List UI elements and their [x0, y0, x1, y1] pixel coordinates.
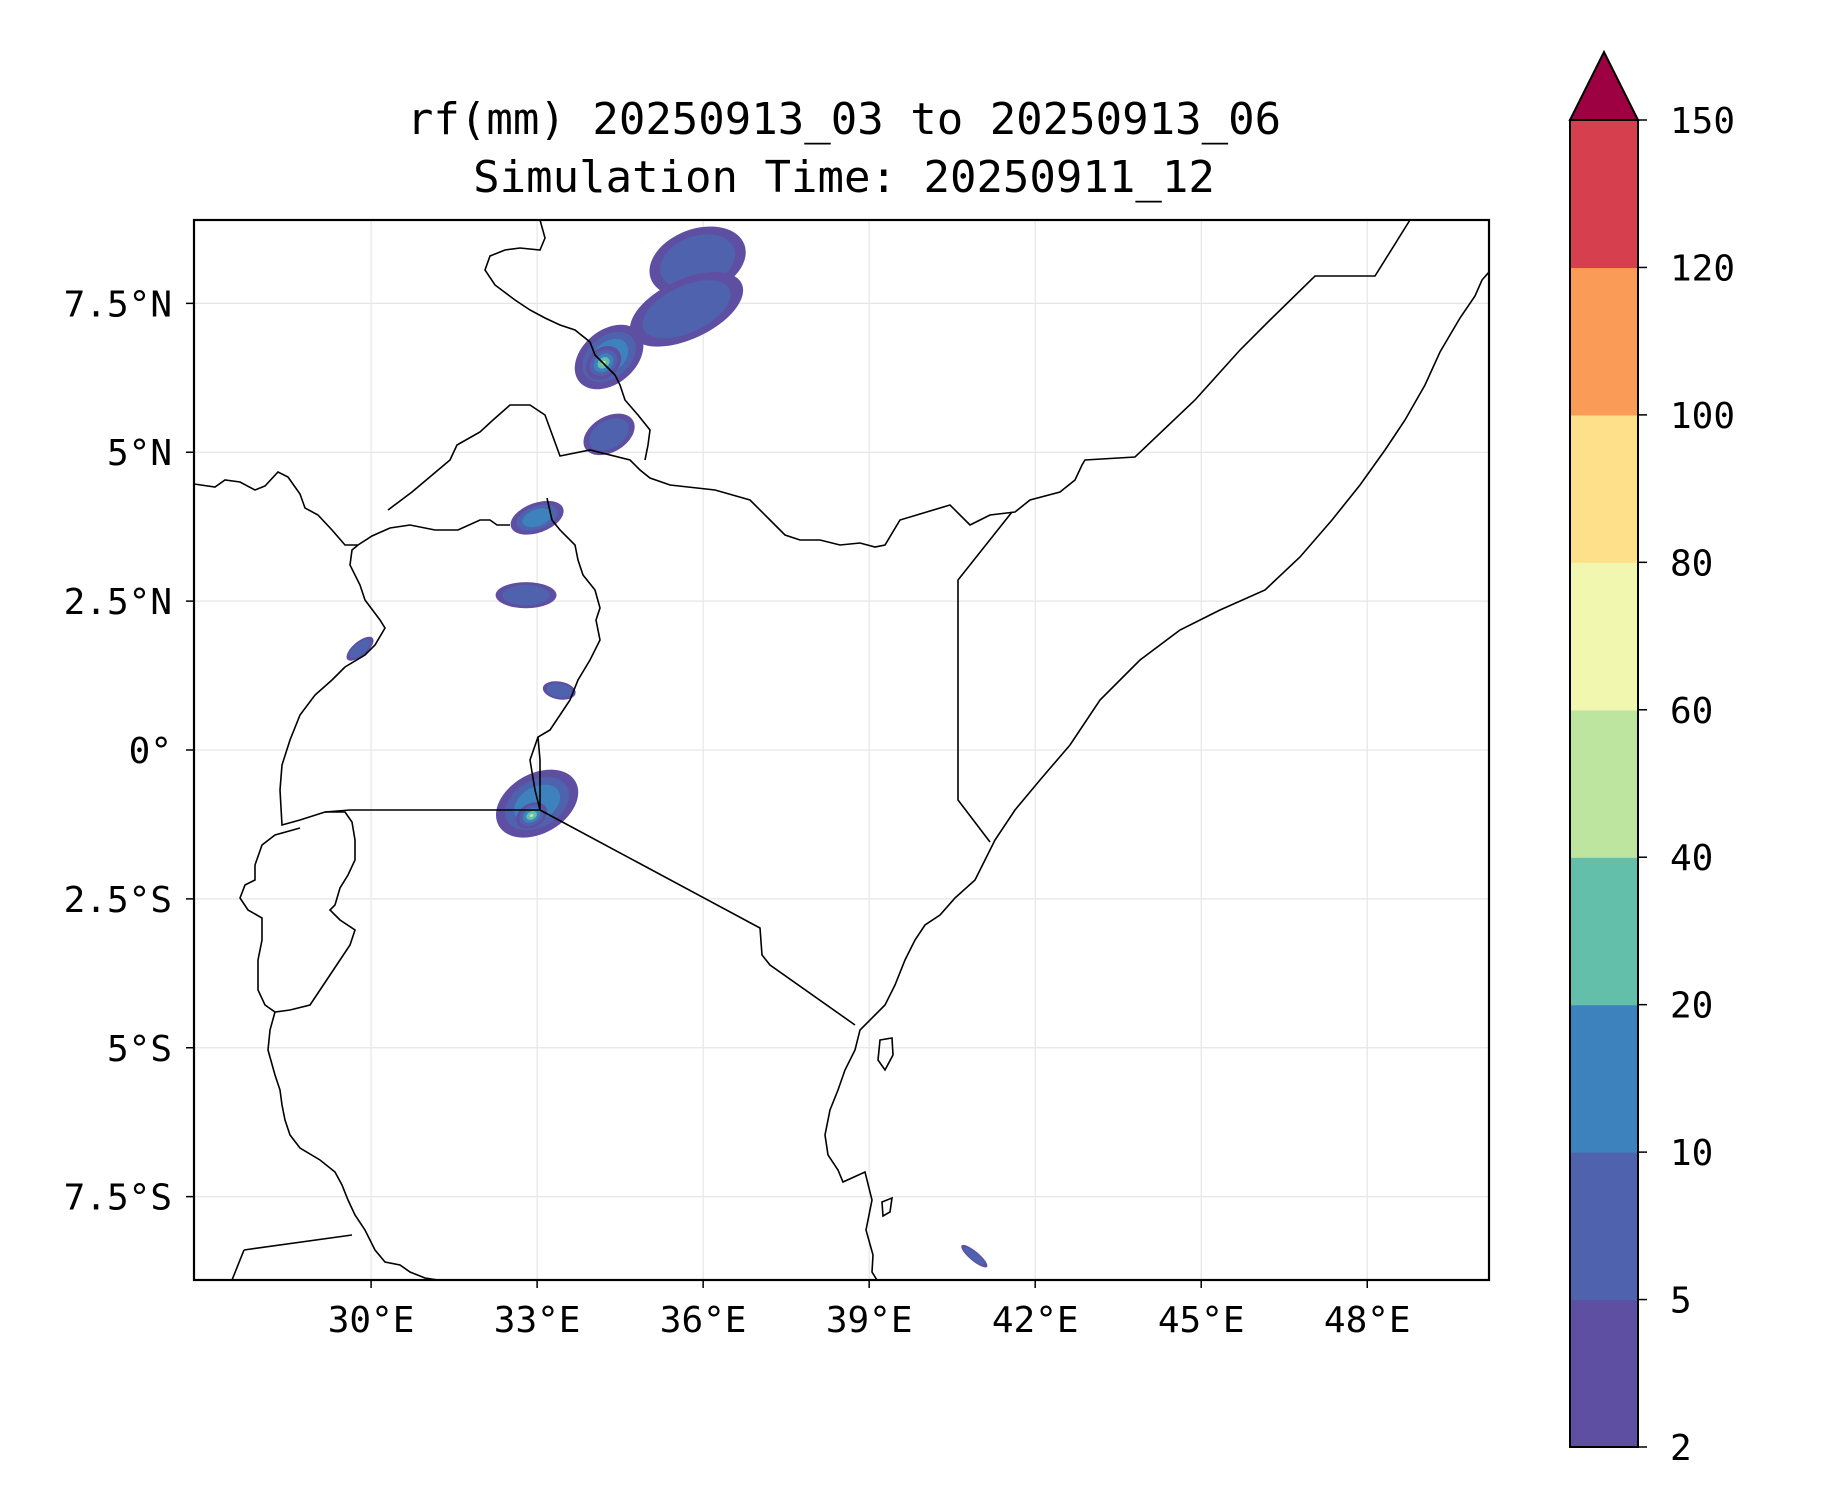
rain-cell [589, 418, 630, 451]
map-title-line1: rf(mm) 20250913_03 to 20250913_06 [406, 94, 1282, 145]
border-uganda [279, 497, 601, 827]
coastline [824, 271, 1489, 1280]
colorbar-tick-label: 100 [1670, 396, 1735, 437]
lat-tick-label: 2.5°S [64, 880, 172, 921]
island-zanzibar [877, 1037, 894, 1072]
border-zambia [243, 1234, 353, 1251]
lon-tick-label: 39°E [826, 1300, 913, 1341]
colorbar-tick-label: 20 [1670, 986, 1713, 1027]
colorbar-tick-label: 150 [1670, 101, 1735, 142]
border-kenya-tanzania [539, 809, 856, 1026]
colorbar-extend-arrow [1568, 49, 1640, 121]
colorbar-tick-label: 120 [1670, 248, 1735, 289]
border-tanzania-west [267, 1011, 439, 1280]
colorbar-segment [1570, 1004, 1638, 1153]
lat-tick-label: 5°S [107, 1029, 172, 1070]
colorbar-tick-label: 60 [1670, 691, 1713, 732]
colorbar-segment [1570, 1299, 1638, 1448]
border-malawi [231, 1249, 245, 1280]
colorbar-tick-label: 5 [1670, 1281, 1692, 1322]
border-southsudan [194, 471, 510, 546]
lon-tick-label: 33°E [494, 1300, 581, 1341]
lat-tick-label: 7.5°N [64, 284, 172, 325]
lon-tick-label: 42°E [992, 1300, 1079, 1341]
colorbar-segment [1570, 120, 1638, 269]
lon-tick-label: 36°E [660, 1300, 747, 1341]
colorbar-frame [1569, 119, 1639, 1448]
border-sudan-southsudan [484, 220, 651, 461]
lat-tick-label: 2.5°N [64, 582, 172, 623]
colorbar-segment [1570, 414, 1638, 563]
latitude-ticks: 7.5°N 5°N 2.5°N 0° 2.5°S 5°S 7.5°S [64, 284, 194, 1219]
colorbar-tick-label: 40 [1670, 838, 1713, 879]
border-kenya-somalia [957, 511, 1013, 843]
rainfall-contours [346, 226, 988, 1268]
lon-tick-label: 48°E [1324, 1300, 1411, 1341]
colorbar-tick-label: 10 [1670, 1133, 1713, 1174]
lake-victoria-edge [529, 736, 541, 811]
rain-cell [546, 683, 573, 698]
border-rwanda-burundi [239, 811, 356, 1013]
lat-tick-label: 7.5°S [64, 1178, 172, 1219]
longitude-ticks: 30°E 33°E 36°E 39°E 42°E 45°E 48°E [328, 1280, 1411, 1341]
country-borders [194, 220, 1489, 1280]
colorbar-segment [1570, 1152, 1638, 1301]
lon-tick-label: 45°E [1158, 1300, 1245, 1341]
gridlines [194, 220, 1489, 1280]
rain-cell [349, 639, 371, 659]
colorbar-segment [1570, 562, 1638, 711]
island-mafia [881, 1196, 893, 1218]
border-ethiopia-somalia [387, 220, 1411, 548]
rain-cell [529, 813, 534, 818]
rain-cell [642, 280, 731, 339]
rain-cell [964, 1247, 985, 1265]
colorbar: 2 5 10 20 40 60 80 100 120 150 [1568, 49, 1735, 1469]
rain-cell [502, 584, 550, 606]
colorbar-segment [1570, 857, 1638, 1006]
lon-tick-label: 30°E [328, 1300, 415, 1341]
lat-tick-label: 0° [129, 731, 172, 772]
colorbar-tick-label: 2 [1670, 1428, 1692, 1469]
rain-cell [522, 508, 552, 528]
map-title-line2: Simulation Time: 20250911_12 [473, 152, 1215, 203]
colorbar-segment [1570, 267, 1638, 416]
lat-tick-label: 5°N [107, 433, 172, 474]
colorbar-tick-label: 80 [1670, 543, 1713, 584]
colorbar-segment [1570, 709, 1638, 858]
